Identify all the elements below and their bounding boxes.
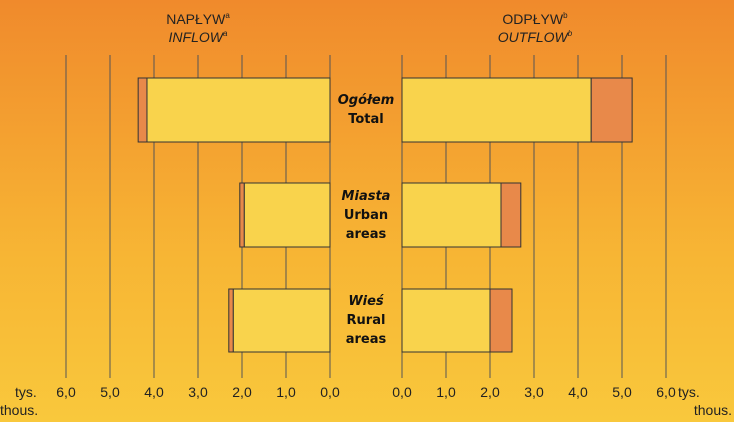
category-label: Wieś: [348, 294, 384, 309]
bar-segment: [243, 182, 331, 248]
subtitle-text: INFLOW: [169, 29, 225, 45]
subtitle-note: a: [223, 29, 228, 38]
axis-unit: thous.: [0, 402, 38, 418]
x-tick-label: 5,0: [612, 384, 632, 400]
x-tick-label: 3,0: [524, 384, 544, 400]
title-text: NAPŁYW: [166, 11, 226, 27]
title-note: a: [225, 11, 230, 20]
panel-title: ODPŁYWb: [502, 11, 568, 27]
bar-segment: [228, 288, 234, 353]
title-note: b: [563, 11, 568, 20]
title-text: ODPŁYW: [502, 11, 563, 27]
bar-segment: [500, 182, 522, 248]
bar-segment: [232, 288, 331, 353]
x-tick-label: 5,0: [100, 384, 120, 400]
category-label-en: Total: [348, 112, 384, 127]
bar-segment: [590, 77, 633, 143]
subtitle-text: OUTFLOW: [498, 29, 570, 45]
x-tick-label: 0,0: [392, 384, 412, 400]
x-tick-label: 2,0: [232, 384, 252, 400]
x-tick-label: 0,0: [320, 384, 340, 400]
x-tick-label: 1,0: [436, 384, 456, 400]
panel-subtitle: OUTFLOWb: [498, 29, 573, 45]
x-tick-label: 1,0: [276, 384, 296, 400]
bar-segment: [489, 288, 513, 353]
bar-segment: [146, 77, 331, 143]
panel-subtitle: INFLOWa: [169, 29, 228, 45]
subtitle-note: b: [568, 29, 573, 38]
axis-unit: thous.: [694, 402, 732, 418]
x-tick-label: 4,0: [144, 384, 164, 400]
bar-segment: [401, 288, 491, 353]
x-tick-label: 2,0: [480, 384, 500, 400]
category-label: Miasta: [341, 188, 391, 204]
panel-title: NAPŁYWa: [166, 11, 230, 27]
bar-segment: [401, 182, 502, 248]
axis-unit: tys.: [678, 384, 700, 400]
category-label: Ogółem: [337, 93, 395, 108]
bar-segment: [239, 182, 245, 248]
axis-unit: tys.: [15, 384, 37, 400]
x-tick-label: 4,0: [568, 384, 588, 400]
bar-segment: [137, 77, 148, 143]
bar-segment: [401, 77, 592, 143]
category-label-en: Rural areas: [345, 313, 387, 347]
category-label-en: Urban areas: [343, 207, 389, 242]
x-tick-label: 6,0: [656, 384, 676, 400]
x-tick-label: 6,0: [56, 384, 76, 400]
x-tick-label: 3,0: [188, 384, 208, 400]
